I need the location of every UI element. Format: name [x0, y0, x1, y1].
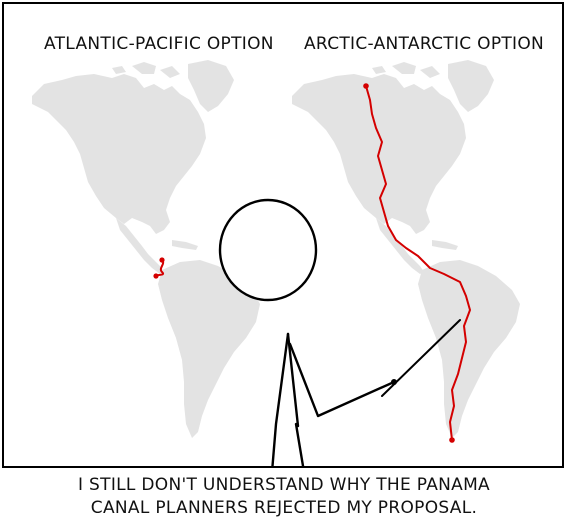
antarctic-canal-end-marker [449, 437, 455, 443]
panel-art [32, 60, 520, 466]
left-map-title: ATLANTIC-PACIFIC OPTION [44, 34, 274, 54]
comic-caption: I STILL DON'T UNDERSTAND WHY THE PANAMA … [0, 474, 568, 520]
left-south-america [158, 260, 260, 438]
panama-canal-route [153, 257, 165, 279]
caption-line-1: I STILL DON'T UNDERSTAND WHY THE PANAMA [78, 475, 490, 495]
panama-canal-start-marker [159, 257, 165, 263]
stick-figure [218, 198, 461, 466]
stick-figure-left-leg [271, 332, 290, 466]
comic-panel: ATLANTIC-PACIFIC OPTION ARCTIC-ANTARCTIC… [2, 2, 564, 468]
panama-canal-end-marker [153, 273, 159, 279]
stick-figure-right-leg [294, 422, 305, 466]
right-map-title: ARCTIC-ANTARCTIC OPTION [304, 34, 545, 54]
left-arctic-islands [112, 62, 180, 78]
right-central-america [376, 218, 424, 274]
pointer-hand [391, 379, 397, 385]
right-south-america [418, 260, 520, 438]
right-arctic-islands [372, 62, 440, 78]
left-americas-map [32, 60, 260, 438]
right-greenland [448, 60, 494, 112]
left-central-america [116, 218, 164, 274]
stick-figure-body [286, 332, 300, 428]
right-caribbean [432, 240, 458, 250]
caption-line-2: CANAL PLANNERS REJECTED MY PROPOSAL. [90, 498, 478, 518]
left-greenland [188, 60, 234, 112]
arctic-canal-start-marker [363, 83, 369, 89]
stick-figure-pointing-arm [288, 342, 396, 418]
stick-figure-head [218, 198, 318, 302]
left-north-america-landmass [32, 74, 206, 234]
arctic-antarctic-canal-route [363, 83, 471, 443]
left-caribbean [172, 240, 198, 250]
